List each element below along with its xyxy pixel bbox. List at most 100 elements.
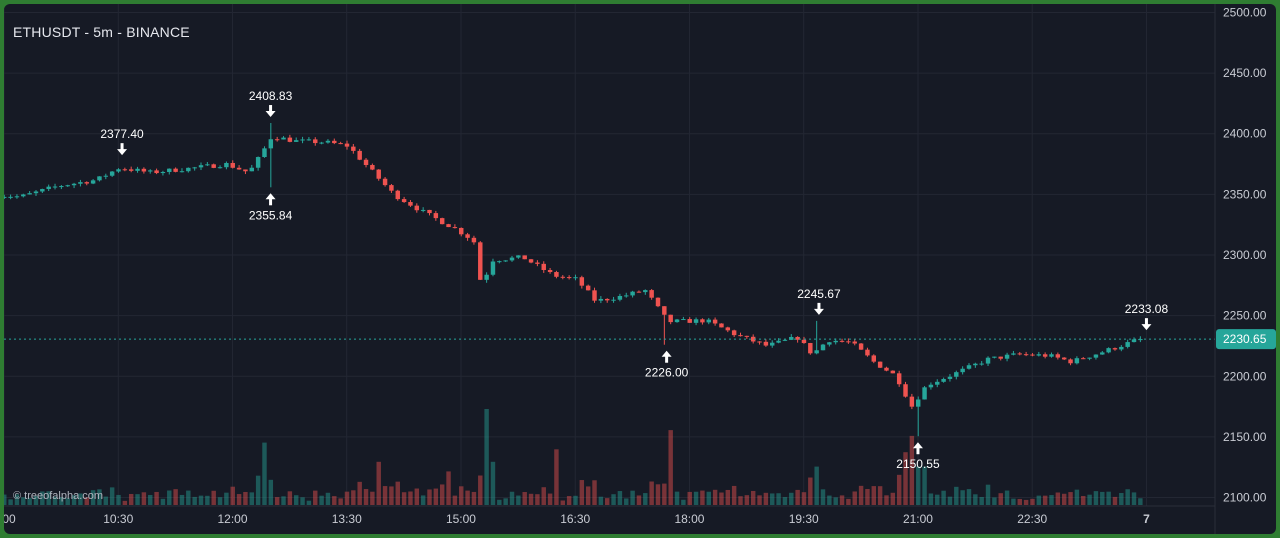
candle-body xyxy=(954,372,959,377)
time-tick-label: 15:00 xyxy=(446,512,476,526)
volume-bar xyxy=(966,489,972,505)
volume-bar xyxy=(446,471,451,505)
volume-bar xyxy=(935,494,940,505)
candlestick-chart[interactable]: 2230.65 2377.40 2408.83 2355.84 2226.00 2245.… xyxy=(4,4,1276,534)
volume-bar xyxy=(325,492,331,505)
candle-body xyxy=(281,137,286,140)
candle-body xyxy=(217,167,223,169)
price-tick-label: 2350.00 xyxy=(1223,187,1267,201)
candle-body xyxy=(179,171,185,173)
time-tick-label: 19:30 xyxy=(789,512,819,526)
candle-body xyxy=(109,171,115,176)
volume-bar xyxy=(928,493,934,505)
volume-bar xyxy=(420,495,426,505)
candle-body xyxy=(389,185,394,191)
candle-body xyxy=(84,182,89,184)
candle-body xyxy=(439,218,445,225)
price-tick-label: 2400.00 xyxy=(1223,127,1267,141)
volume-bar xyxy=(973,494,978,505)
volume-bar xyxy=(1042,495,1048,505)
candle-body xyxy=(1087,357,1092,359)
volume-bar xyxy=(662,483,667,505)
candle-body xyxy=(40,189,45,192)
volume-bar xyxy=(84,497,89,505)
candle-body xyxy=(382,178,388,186)
candle-body xyxy=(833,340,838,343)
watermark: © treeofalpha.com xyxy=(13,490,104,502)
volume-bar xyxy=(757,495,762,505)
candle-body xyxy=(700,319,705,323)
candle-body xyxy=(516,255,521,258)
chart-panel[interactable]: 2230.65 2377.40 2408.83 2355.84 2226.00 2245.… xyxy=(4,4,1276,534)
candle-body xyxy=(1131,339,1137,343)
arrow-down-icon xyxy=(813,308,824,315)
candle-body xyxy=(465,234,470,238)
arrow-up-icon xyxy=(661,350,672,357)
candle-body xyxy=(922,387,927,400)
candle-body xyxy=(858,343,864,350)
arrow-down-icon xyxy=(265,111,276,118)
candle-body xyxy=(966,365,972,369)
volume-bar xyxy=(109,487,115,505)
volume-bar xyxy=(478,475,483,505)
volume-bar xyxy=(808,477,813,505)
volume-bar xyxy=(624,498,629,505)
candle-body xyxy=(1125,342,1130,347)
candle-body xyxy=(471,237,477,243)
candle-body xyxy=(731,330,737,336)
candle-body xyxy=(1112,348,1118,350)
candle-body xyxy=(928,384,934,388)
candle-body xyxy=(1049,354,1054,357)
candle-body xyxy=(757,341,762,343)
volume-bar xyxy=(52,496,58,505)
volume-bar xyxy=(160,498,166,505)
candle-body xyxy=(1023,354,1029,356)
volume-bar xyxy=(725,489,731,505)
candle-body xyxy=(1068,359,1073,364)
candle-body xyxy=(935,381,940,385)
candle-body xyxy=(820,344,826,351)
price-annotation: 2226.00 xyxy=(645,350,689,380)
candle-body xyxy=(839,340,845,342)
volume-bar xyxy=(427,489,432,505)
volume-bar xyxy=(655,484,661,505)
volume-bar xyxy=(8,499,13,505)
price-tick-label: 2450.00 xyxy=(1223,66,1267,80)
time-tick-label: 18:00 xyxy=(674,512,704,526)
time-tick-label: 9:00 xyxy=(4,512,16,526)
candle-layer xyxy=(4,123,1143,437)
candle-body xyxy=(750,336,756,342)
candle-body xyxy=(490,261,496,275)
volume-bar xyxy=(1081,495,1086,505)
candle-body xyxy=(846,341,851,343)
volume-bar xyxy=(871,486,877,505)
candle-body xyxy=(46,186,51,190)
candle-body xyxy=(871,355,877,362)
volume-bar xyxy=(1093,491,1099,505)
candle-body xyxy=(325,140,331,143)
candle-body xyxy=(649,290,654,298)
volume-bar xyxy=(389,486,394,505)
volume-bar xyxy=(1087,494,1092,505)
candle-body xyxy=(287,137,293,142)
candle-body xyxy=(249,167,255,172)
candle-body xyxy=(909,396,915,407)
candle-body xyxy=(128,169,134,171)
volume-bar xyxy=(186,490,191,505)
candle-body xyxy=(1036,354,1042,356)
volume-bar xyxy=(1017,498,1022,505)
candle-body xyxy=(186,167,191,172)
volume-bar xyxy=(97,489,102,505)
candle-body xyxy=(1017,353,1022,355)
price-tick-label: 2100.00 xyxy=(1223,491,1267,505)
price-tick-label: 2150.00 xyxy=(1223,430,1267,444)
volume-bar xyxy=(541,487,546,505)
volume-bar xyxy=(243,491,248,505)
candle-body xyxy=(8,196,13,198)
candle-body xyxy=(776,340,781,343)
price-tick-label: 2300.00 xyxy=(1223,248,1267,262)
candle-body xyxy=(224,162,229,168)
candle-body xyxy=(274,139,280,141)
candle-body xyxy=(865,349,870,356)
candle-body xyxy=(135,168,140,171)
